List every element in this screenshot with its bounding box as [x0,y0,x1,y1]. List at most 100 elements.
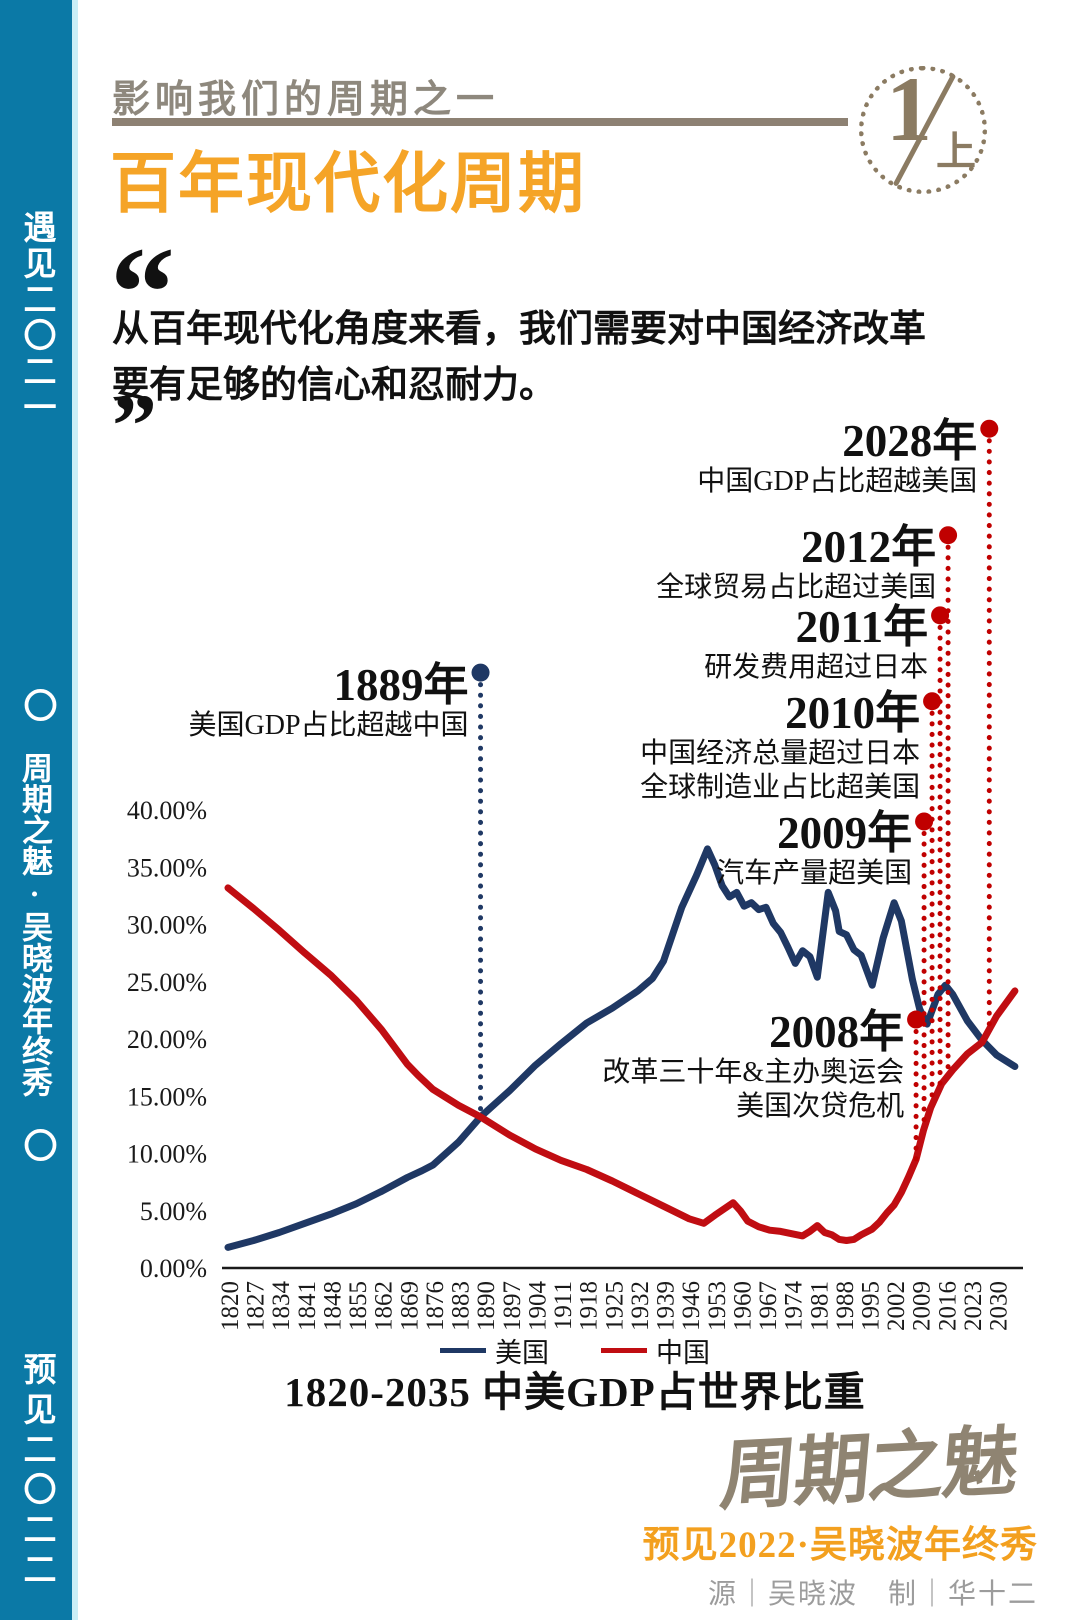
annotation-2012: 2012年 全球贸易占比超过美国 [656,525,936,604]
legend-line-swatch [440,1348,486,1353]
footer-show-title: 预见2022·吴晓波年终秀 [642,1525,1038,1566]
y-axis-tick-label: 15.00% [127,1082,207,1111]
x-axis-tick-label: 1876 [422,1281,449,1331]
annotation-year: 1889年 [333,659,469,710]
y-axis-tick-label: 20.00% [127,1025,207,1054]
legend-item-中国: 中国 [601,1331,710,1370]
annotation-2010: 2010年 中国经济总量超过日本 全球制造业占比超美国 [640,691,920,804]
annotation-year: 2012年 [801,522,937,573]
x-axis-tick-label: 1911 [550,1281,577,1330]
x-axis-tick-label: 1995 [858,1281,885,1331]
annotation-marker-dot-2011 [931,606,950,625]
sidebar-accent-strip [72,0,78,1620]
x-axis-tick-label: 1939 [653,1281,680,1331]
annotation-marker-dot-2008 [907,1010,926,1029]
annotation-marker-dot-2009 [915,812,934,831]
annotation-text: 全球贸易占比超过美国 [656,572,937,604]
sidebar-text-foresee-2022: 预见二〇二二 [18,1352,54,1592]
x-axis-tick-label: 1834 [268,1281,295,1332]
x-axis-tick-label: 1848 [319,1281,346,1331]
y-axis-tick-label: 30.00% [127,911,207,940]
x-axis-tick-label: 1925 [601,1281,628,1331]
x-axis-tick-label: 2023 [960,1281,987,1331]
x-axis-tick-label: 1855 [345,1281,372,1331]
sidebar-ring-icon: 〇 [18,688,55,722]
annotation-marker-dot-2012 [939,526,958,545]
header-rule [112,118,848,126]
x-axis-tick-label: 1883 [448,1281,475,1331]
annotation-year: 2028年 [842,415,978,466]
annotation-text: 研发费用超过日本 [704,652,929,684]
annotation-text: 改革三十年&主办奥运会 [602,1056,905,1088]
sidebar-ring-icon: 〇 [18,1128,55,1162]
x-axis-tick-label: 1988 [832,1281,859,1331]
x-axis-tick-label: 1960 [729,1281,756,1331]
series-line-中国 [224,884,1019,1244]
legend-item-美国: 美国 [440,1331,549,1370]
y-axis-tick-label: 10.00% [127,1140,207,1169]
annotation-2009: 2009年 汽车产量超美国 [716,811,912,890]
y-axis-tick-label: 40.00% [127,796,207,825]
x-axis-tick-label: 1953 [704,1281,731,1331]
annotation-2011: 2011年 研发费用超过日本 [704,605,928,684]
x-axis-tick-label: 1897 [499,1281,526,1331]
brand-logo: 周期之魅 [716,1419,1020,1520]
annotation-year: 2010年 [785,688,921,739]
part-number-badge: 1 上 [859,58,987,194]
close-quote-icon: ” [112,382,157,432]
footer-credits: 源｜吴晓波 制｜华十二 [707,1579,1038,1610]
sidebar-text-show-name: 周期之魅·吴晓波年终秀 [17,752,52,1097]
annotation-text: 汽车产量超美国 [716,858,913,890]
legend-label: 美国 [495,1338,549,1368]
x-axis-tick-label: 1974 [781,1281,808,1332]
y-axis-tick-label: 25.00% [127,968,207,997]
legend-line-swatch [601,1348,647,1353]
annotation-marker-dot-2028 [980,419,999,438]
x-axis-tick-label: 1904 [524,1281,551,1332]
y-axis-tick-label: 5.00% [140,1197,207,1226]
footer: 周期之魅 预见2022·吴晓波年终秀 源｜吴晓波 制｜华十二 [642,1419,1038,1612]
sidebar-text-meet-2021: 遇见二〇二一 [18,210,54,426]
annotation-text: 中国经济总量超过日本 [640,738,921,770]
x-axis-tick-label: 2030 [986,1281,1013,1331]
legend-label: 中国 [656,1338,710,1368]
quote-line: 要有足够的信心和忍耐力。 [112,364,556,406]
x-axis-tick-label: 1869 [396,1281,423,1331]
open-quote-icon: “ [110,228,175,314]
annotation-year: 2008年 [769,1006,905,1057]
annotation-year: 2011年 [795,602,929,653]
badge-suffix: 上 [936,129,976,174]
annotation-year: 2009年 [777,808,913,859]
series-line-美国 [224,845,1019,1251]
section-kicker: 影响我们的周期之一 [112,79,500,121]
annotation-2008: 2008年 改革三十年&主办奥运会 美国次贷危机 [602,1006,905,1123]
chart-legend: 美国 中国 [110,1331,1040,1370]
annotation-marker-dot-2010 [923,692,942,711]
x-axis-tick-label: 2002 [883,1281,910,1331]
x-axis-tick-label: 2016 [934,1281,961,1331]
annotation-text: 中国GDP占比超越美国 [697,465,978,497]
x-axis-tick-label: 2009 [909,1281,936,1331]
x-axis-tick-label: 1841 [294,1281,321,1331]
quote-text: 从百年现代化角度来看，我们需要对中国经济改革 要有足够的信心和忍耐力。 [112,302,926,413]
x-axis-tick-label: 1918 [576,1281,603,1331]
x-axis-tick-label: 1981 [806,1281,833,1331]
badge-number: 1 [886,58,932,160]
page-title: 百年现代化周期 [110,148,586,221]
annotation-text: 全球制造业占比超美国 [640,772,921,804]
quote-line: 从百年现代化角度来看，我们需要对中国经济改革 [112,309,926,350]
y-axis-tick-label: 0.00% [140,1254,207,1283]
x-axis-tick-label: 1967 [755,1281,782,1331]
x-axis-tick-label: 1862 [371,1281,398,1331]
y-axis-tick-label: 35.00% [127,853,207,882]
x-axis-tick-label: 1946 [678,1281,705,1331]
x-axis-tick-label: 1890 [473,1281,500,1331]
x-axis-tick-label: 1932 [627,1281,654,1331]
sidebar: 遇见二〇二一 〇 周期之魅·吴晓波年终秀 〇 预见二〇二二 [0,0,72,1620]
annotation-marker-dot-1889 [471,663,490,682]
x-axis-tick-label: 1827 [243,1281,270,1331]
x-axis-tick-label: 1820 [217,1281,244,1331]
